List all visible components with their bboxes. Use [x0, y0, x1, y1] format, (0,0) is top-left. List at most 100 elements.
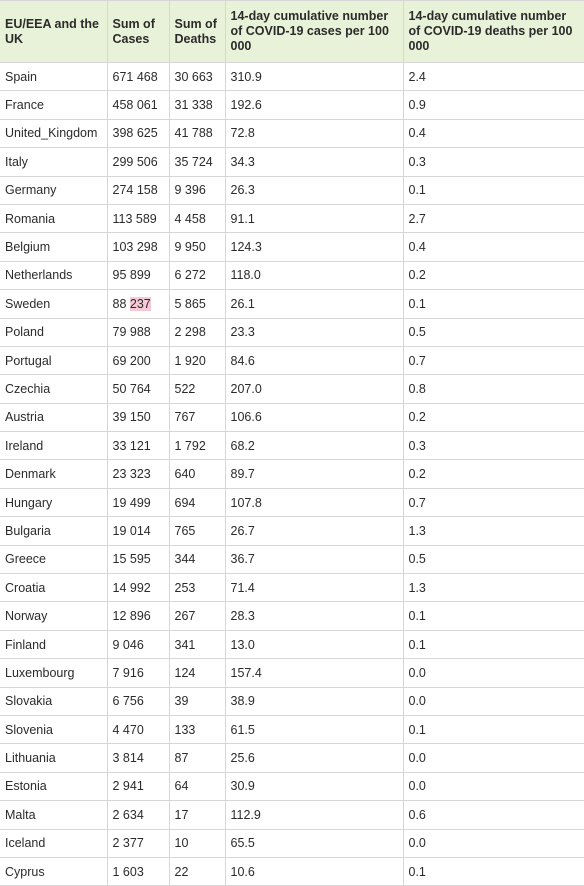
country-cell: Norway: [0, 601, 108, 631]
cases-14d-cell: 38.9: [224, 686, 404, 716]
country-cell: Malta: [0, 800, 108, 830]
deaths-cell: 35 724: [168, 147, 226, 177]
cases-cell: 398 625: [106, 118, 170, 149]
cases-14d-cell: 68.2: [224, 431, 404, 461]
deaths-14d-cell: 1.3: [402, 516, 584, 546]
cases-cell: 1 603: [106, 856, 170, 886]
deaths-14d-cell: 0.2: [402, 459, 584, 489]
deaths-cell: 522: [168, 374, 226, 404]
cases-cell: 79 988: [106, 317, 170, 347]
table-row: Czechia 50 764 522 207.0 0.8: [0, 374, 584, 404]
cases-14d-cell: 23.3: [224, 317, 404, 347]
deaths-cell: 765: [168, 516, 226, 546]
deaths-14d-cell: 0.0: [402, 771, 584, 802]
country-cell: Germany: [0, 175, 108, 205]
cases-14d-cell: 106.6: [224, 402, 404, 433]
cases-14d-cell: 71.4: [224, 573, 404, 603]
deaths-cell: 694: [168, 487, 226, 518]
deaths-cell: 30 663: [168, 61, 226, 92]
deaths-cell: 6 272: [168, 260, 226, 291]
deaths-cell: 4 458: [168, 203, 226, 234]
cases-cell: 2 941: [106, 771, 170, 802]
country-cell: France: [0, 90, 108, 120]
cases-cell: 88 237: [106, 289, 170, 319]
country-cell: Italy: [0, 147, 108, 177]
cases-14d-cell: 84.6: [224, 345, 404, 376]
country-cell: Cyprus: [0, 856, 108, 886]
cases-14d-cell: 26.3: [224, 175, 404, 205]
cases-prefix: 88: [112, 296, 130, 311]
table-row: Cyprus 1 603 22 10.6 0.1: [0, 856, 584, 886]
country-cell: United_Kingdom: [0, 118, 108, 149]
country-cell: Estonia: [0, 771, 108, 802]
table-row: Germany 274 158 9 396 26.3 0.1: [0, 175, 584, 205]
deaths-14d-cell: 0.6: [402, 800, 584, 830]
deaths-14d-cell: 0.0: [402, 743, 584, 773]
cases-cell: 23 323: [106, 459, 170, 489]
deaths-14d-cell: 0.7: [402, 345, 584, 376]
deaths-14d-cell: 0.8: [402, 374, 584, 404]
cases-cell: 33 121: [106, 431, 170, 461]
table-row: Croatia 14 992 253 71.4 1.3: [0, 573, 584, 603]
table-row: Belgium 103 298 9 950 124.3 0.4: [0, 232, 584, 262]
cases-cell: 50 764: [106, 374, 170, 404]
deaths-cell: 64: [168, 771, 226, 802]
deaths-cell: 341: [168, 629, 226, 660]
table-row: Slovakia 6 756 39 38.9 0.0: [0, 686, 584, 716]
deaths-14d-cell: 0.1: [402, 714, 584, 745]
cases-cell: 2 634: [106, 800, 170, 830]
table-row: Portugal 69 200 1 920 84.6 0.7: [0, 345, 584, 376]
cases-14d-cell: 10.6: [224, 856, 404, 886]
table-row: Estonia 2 941 64 30.9 0.0: [0, 771, 584, 802]
deaths-14d-cell: 0.4: [402, 232, 584, 262]
cases-cell: 95 899: [106, 260, 170, 291]
table-row: Malta 2 634 17 112.9 0.6: [0, 800, 584, 830]
cases-14d-cell: 30.9: [224, 771, 404, 802]
deaths-cell: 9 396: [168, 175, 226, 205]
country-cell: Austria: [0, 402, 108, 433]
table-row: Italy 299 506 35 724 34.3 0.3: [0, 147, 584, 177]
cases-14d-cell: 26.1: [224, 289, 404, 319]
table-row: Luxembourg 7 916 124 157.4 0.0: [0, 658, 584, 688]
table-row: Ireland 33 121 1 792 68.2 0.3: [0, 431, 584, 461]
country-cell: Croatia: [0, 573, 108, 603]
deaths-cell: 767: [168, 402, 226, 433]
table-row: Netherlands 95 899 6 272 118.0 0.2: [0, 260, 584, 291]
country-cell: Hungary: [0, 487, 108, 518]
cases-cell: 671 468: [106, 61, 170, 92]
table-row: France 458 061 31 338 192.6 0.9: [0, 90, 584, 120]
deaths-cell: 22: [168, 856, 226, 886]
cases-cell: 19 499: [106, 487, 170, 518]
header-sum-deaths: Sum of Deaths: [168, 0, 226, 63]
cases-14d-cell: 91.1: [224, 203, 404, 234]
cases-14d-cell: 124.3: [224, 232, 404, 262]
table-row: Norway 12 896 267 28.3 0.1: [0, 601, 584, 631]
deaths-cell: 640: [168, 459, 226, 489]
country-cell: Netherlands: [0, 260, 108, 291]
header-sum-cases: Sum of Cases: [106, 0, 170, 63]
cases-cell: 69 200: [106, 345, 170, 376]
cases-cell: 2 377: [106, 828, 170, 858]
table-row: Austria 39 150 767 106.6 0.2: [0, 402, 584, 433]
table-row: Spain 671 468 30 663 310.9 2.4: [0, 61, 584, 92]
table-row: United_Kingdom 398 625 41 788 72.8 0.4: [0, 118, 584, 149]
deaths-cell: 9 950: [168, 232, 226, 262]
header-row: EU/EEA and the UK Sum of Cases Sum of De…: [0, 0, 584, 63]
table-row: Bulgaria 19 014 765 26.7 1.3: [0, 516, 584, 546]
country-cell: Ireland: [0, 431, 108, 461]
deaths-14d-cell: 0.5: [402, 544, 584, 575]
deaths-14d-cell: 1.3: [402, 573, 584, 603]
deaths-14d-cell: 2.4: [402, 61, 584, 92]
deaths-14d-cell: 0.2: [402, 402, 584, 433]
cases-14d-cell: 61.5: [224, 714, 404, 745]
table-row: Lithuania 3 814 87 25.6 0.0: [0, 743, 584, 773]
country-cell: Slovenia: [0, 714, 108, 745]
cases-cell: 113 589: [106, 203, 170, 234]
table-row: Finland 9 046 341 13.0 0.1: [0, 629, 584, 660]
deaths-cell: 17: [168, 800, 226, 830]
country-cell: Sweden: [0, 289, 108, 319]
cases-14d-cell: 118.0: [224, 260, 404, 291]
cases-cell: 14 992: [106, 573, 170, 603]
country-cell: Poland: [0, 317, 108, 347]
cases-14d-cell: 25.6: [224, 743, 404, 773]
